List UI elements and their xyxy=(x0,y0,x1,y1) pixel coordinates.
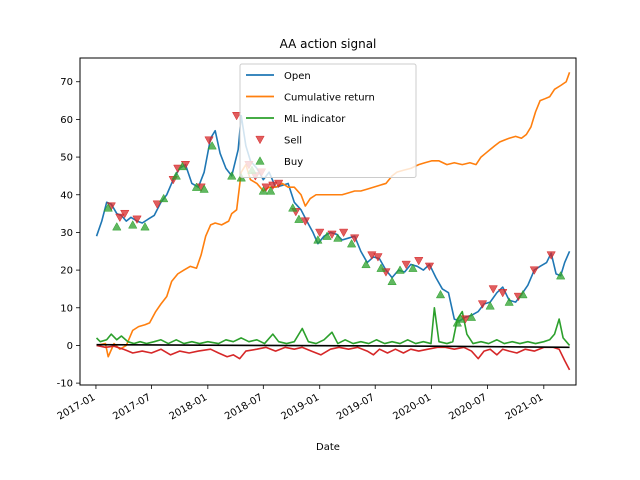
y-tick-label: 70 xyxy=(60,77,73,88)
sell-marker xyxy=(350,234,360,243)
y-tick-label: 10 xyxy=(60,303,73,314)
buy-marker xyxy=(361,259,371,269)
sell-marker xyxy=(204,136,214,145)
sell-marker xyxy=(414,257,424,266)
buy-marker xyxy=(258,186,268,195)
sell-marker xyxy=(498,289,508,298)
buy-marker xyxy=(485,301,495,310)
series-3-line xyxy=(96,344,571,371)
y-tick-label: 20 xyxy=(60,266,73,277)
buy-marker xyxy=(395,265,405,274)
buy-marker xyxy=(140,222,150,231)
sell-marker xyxy=(424,262,435,272)
buy-marker xyxy=(171,171,181,180)
sell-marker xyxy=(401,260,411,270)
legend-label-buy: Buy xyxy=(284,157,303,168)
legend-swatch-buy xyxy=(255,156,265,165)
cumulative-return-line xyxy=(96,72,571,358)
legend-box xyxy=(239,63,417,178)
sell-marker xyxy=(132,215,142,224)
buy-marker xyxy=(387,276,397,286)
buy-marker xyxy=(504,297,514,306)
buy-marker xyxy=(376,263,386,272)
y-tick-label: 30 xyxy=(60,228,73,239)
sell-marker xyxy=(300,217,310,226)
buy-marker xyxy=(456,314,466,323)
buy-marker xyxy=(266,186,276,195)
buy-marker xyxy=(112,222,122,231)
plot-frame xyxy=(79,57,577,386)
buy-marker xyxy=(313,235,323,244)
legend-swatch-sell xyxy=(255,135,265,145)
y-axis: -10 0 10 20 30 40 50 60 70 xyxy=(57,77,80,390)
sell-marker xyxy=(115,213,125,223)
sell-marker xyxy=(120,209,130,219)
buy-marker xyxy=(177,161,188,171)
sell-marker xyxy=(327,230,337,240)
buy-marker xyxy=(346,239,357,248)
sell-marker xyxy=(232,112,242,121)
buy-marker xyxy=(333,233,343,242)
buy-marker xyxy=(322,231,332,240)
y-tick-label: -10 xyxy=(57,379,73,390)
buy-marker xyxy=(518,289,528,299)
legend: Open Cumulative return ML indicator Sell Buy xyxy=(239,63,417,178)
buy-marker xyxy=(191,182,202,191)
buy-marker xyxy=(466,312,477,321)
sell-marker xyxy=(274,179,284,189)
buy-marker xyxy=(128,220,138,229)
legend-label-ml-indicator: ML indicator xyxy=(284,114,346,125)
buy-marker xyxy=(435,289,446,299)
y-tick-label: 50 xyxy=(60,153,73,164)
sell-marker xyxy=(268,181,278,191)
sell-marker xyxy=(477,300,488,309)
sell-marker xyxy=(488,285,498,294)
sell-marker xyxy=(152,200,162,209)
legend-label-open: Open xyxy=(284,71,311,82)
y-tick-label: 0 xyxy=(67,341,73,352)
buy-marker xyxy=(288,203,298,212)
y-tick-label: 40 xyxy=(60,190,73,201)
y-tick-label: 60 xyxy=(60,115,73,126)
plot-area xyxy=(95,72,571,371)
x-axis-label: Date xyxy=(316,442,340,453)
sell-marker xyxy=(315,228,325,238)
buy-marker xyxy=(207,141,217,150)
sell-marker xyxy=(529,266,539,275)
buy-marker xyxy=(199,184,209,193)
buy-marker xyxy=(556,271,566,280)
buy-marker xyxy=(408,263,418,272)
legend-label-sell: Sell xyxy=(284,136,302,147)
sell-marker xyxy=(373,253,383,262)
sell-marker xyxy=(546,251,556,260)
buy-marker xyxy=(159,193,169,203)
chart-title: AA action signal xyxy=(280,37,377,51)
buy-marker xyxy=(294,214,304,223)
buy-marker xyxy=(227,171,237,180)
series-4-line xyxy=(96,343,570,349)
ml-indicator-line xyxy=(95,306,571,346)
legend-label-cumulative-return: Cumulative return xyxy=(284,93,375,104)
sell-marker xyxy=(339,228,349,238)
buy-marker xyxy=(103,203,113,212)
